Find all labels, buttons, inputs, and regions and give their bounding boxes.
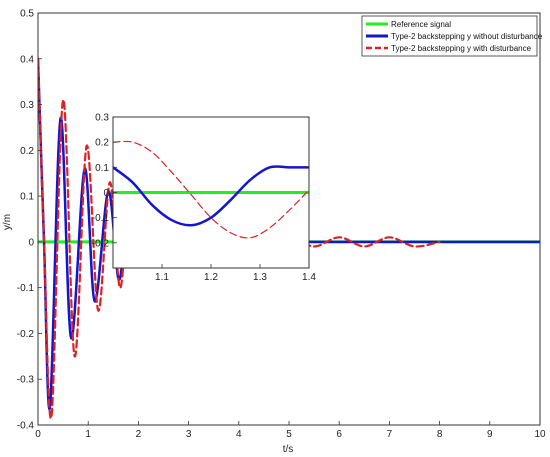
main-x-tick-label: 3 <box>186 429 192 440</box>
inset-series-line-with-disturbance <box>113 140 309 239</box>
main-y-tick-label: 0.5 <box>20 9 34 20</box>
main-x-tick-label: 1 <box>85 429 91 440</box>
inset-x-tick-label: 1.3 <box>253 272 267 283</box>
main-y-tick-label: -0.3 <box>17 375 35 386</box>
inset-y-axis-ticks: -0.2 -0.1 0 0.1 0.2 0.3 <box>92 113 117 249</box>
inset-y-tick-label: -0.1 <box>92 213 110 224</box>
main-x-tick-label: 9 <box>487 429 493 440</box>
inset-x-axis-ticks: 1.1 1.2 1.3 1.4 <box>155 264 316 283</box>
inset-y-tick-label: 0.3 <box>95 113 109 124</box>
main-x-tick-label: 6 <box>336 429 342 440</box>
legend-box <box>361 15 538 57</box>
inset-series-group <box>113 140 309 239</box>
inset-x-tick-label: 1.2 <box>204 272 218 283</box>
legend-label-without-disturbance: Type-2 backstepping y without disturbanc… <box>391 32 543 41</box>
inset-y-tick-label: 0 <box>103 188 109 199</box>
main-x-tick-label: 8 <box>437 429 443 440</box>
main-x-tick-label: 0 <box>35 429 41 440</box>
main-y-tick-label: -0.1 <box>17 283 35 294</box>
legend-label-reference: Reference signal <box>391 20 451 29</box>
main-x-tick-label: 2 <box>136 429 142 440</box>
legend: Reference signal Type-2 backstepping y w… <box>361 15 543 57</box>
main-y-tick-label: 0 <box>28 237 34 248</box>
inset-y-tick-label: 0.2 <box>95 138 109 149</box>
x-axis-ticks: 0 1 2 3 4 5 6 7 8 9 10 <box>35 421 546 440</box>
inset-zoom-chart: 1.1 1.2 1.3 1.4 -0.2 -0.1 0 0.1 0.2 0.3 <box>92 113 317 284</box>
inset-y-tick-label: 0.1 <box>95 163 109 174</box>
inset-x-tick-label: 1.1 <box>155 272 169 283</box>
main-y-tick-label: 0.4 <box>20 54 34 65</box>
y-axis-label: y/m <box>2 214 13 230</box>
x-axis-label: t/s <box>283 444 294 455</box>
main-x-tick-label: 4 <box>236 429 242 440</box>
main-y-tick-label: 0.2 <box>20 146 34 157</box>
y-axis-ticks: -0.4 -0.3 -0.2 -0.1 0 0.1 0.2 0.3 0.4 0.5 <box>17 9 42 432</box>
inset-series-line-without-disturbance <box>113 165 309 227</box>
legend-label-with-disturbance: Type-2 backstepping y with disturbance <box>391 44 532 53</box>
inset-y-tick-label: -0.2 <box>92 238 110 249</box>
main-y-tick-label: -0.2 <box>17 329 35 340</box>
inset-x-tick-label: 1.4 <box>302 272 316 283</box>
main-x-tick-label: 5 <box>286 429 292 440</box>
main-x-tick-label: 7 <box>387 429 393 440</box>
main-y-tick-label: 0.1 <box>20 192 34 203</box>
main-y-tick-label: 0.3 <box>20 100 34 111</box>
main-x-tick-label: 10 <box>534 429 546 440</box>
main-y-tick-label: -0.4 <box>17 421 35 432</box>
